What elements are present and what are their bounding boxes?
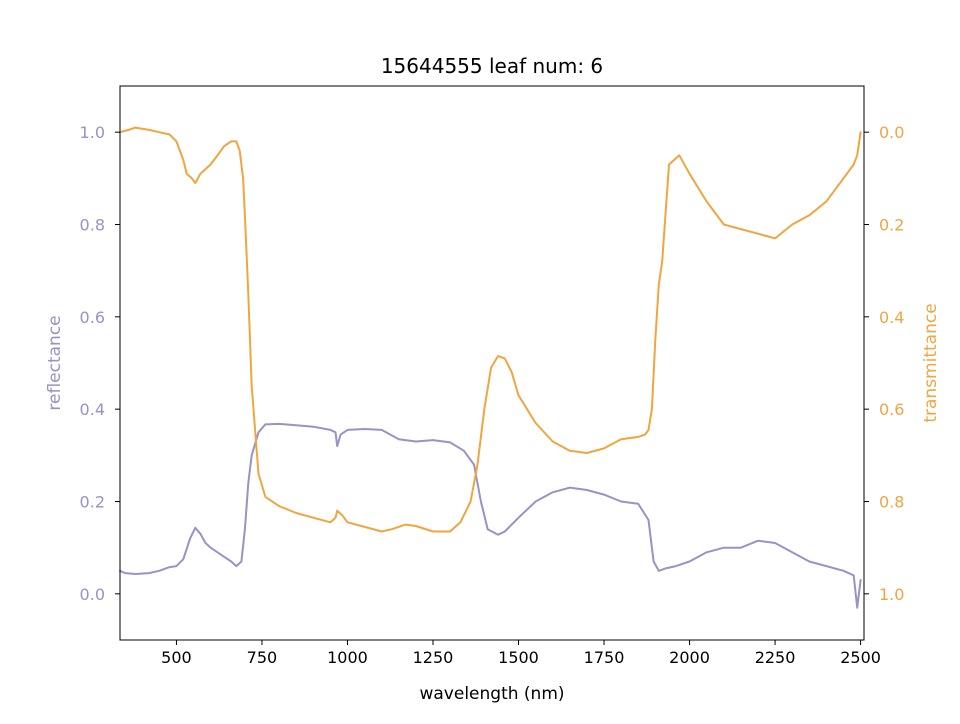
left-tick-label: 0.4 bbox=[80, 400, 105, 419]
left-tick-label: 0.6 bbox=[80, 308, 105, 327]
x-tick-label: 1500 bbox=[498, 648, 539, 667]
x-tick-label: 2500 bbox=[840, 648, 881, 667]
x-tick-label: 500 bbox=[161, 648, 192, 667]
series-layer bbox=[119, 126, 862, 609]
x-tick-label: 750 bbox=[247, 648, 278, 667]
right-tick-label: 0.2 bbox=[879, 216, 904, 235]
left-tick-label: 0.2 bbox=[80, 493, 105, 512]
x-axis: 500 750 1000 1250 1500 1750 2000 2250 2500 bbox=[161, 640, 881, 667]
x-axis-label: wavelength (nm) bbox=[419, 684, 564, 704]
chart-title: 15644555 leaf num: 6 bbox=[381, 54, 603, 78]
left-y-axis: 0.0 0.2 0.4 0.6 0.8 1.0 bbox=[80, 123, 120, 604]
right-tick-label: 0.0 bbox=[879, 123, 904, 142]
left-y-axis-label: reflectance bbox=[45, 315, 65, 410]
plot-area bbox=[120, 86, 864, 640]
x-tick-label: 1000 bbox=[327, 648, 368, 667]
plot-frame bbox=[119, 85, 865, 641]
right-tick-label: 0.4 bbox=[879, 308, 904, 327]
x-tick-label: 1750 bbox=[584, 648, 625, 667]
left-tick-label: 0.8 bbox=[80, 216, 105, 235]
x-tick-label: 2000 bbox=[669, 648, 710, 667]
left-tick-label: 0.0 bbox=[80, 585, 105, 604]
right-tick-label: 0.8 bbox=[879, 493, 904, 512]
transmittance-line bbox=[119, 126, 862, 533]
right-y-axis: 0.0 0.2 0.4 0.6 0.8 1.0 bbox=[864, 123, 904, 604]
x-tick-label: 1250 bbox=[413, 648, 454, 667]
left-tick-label: 1.0 bbox=[80, 123, 105, 142]
reflectance-line bbox=[119, 422, 862, 609]
right-tick-label: 0.6 bbox=[879, 400, 904, 419]
right-tick-label: 1.0 bbox=[879, 585, 904, 604]
right-y-axis-label: transmittance bbox=[921, 303, 941, 422]
x-tick-label: 2250 bbox=[755, 648, 796, 667]
